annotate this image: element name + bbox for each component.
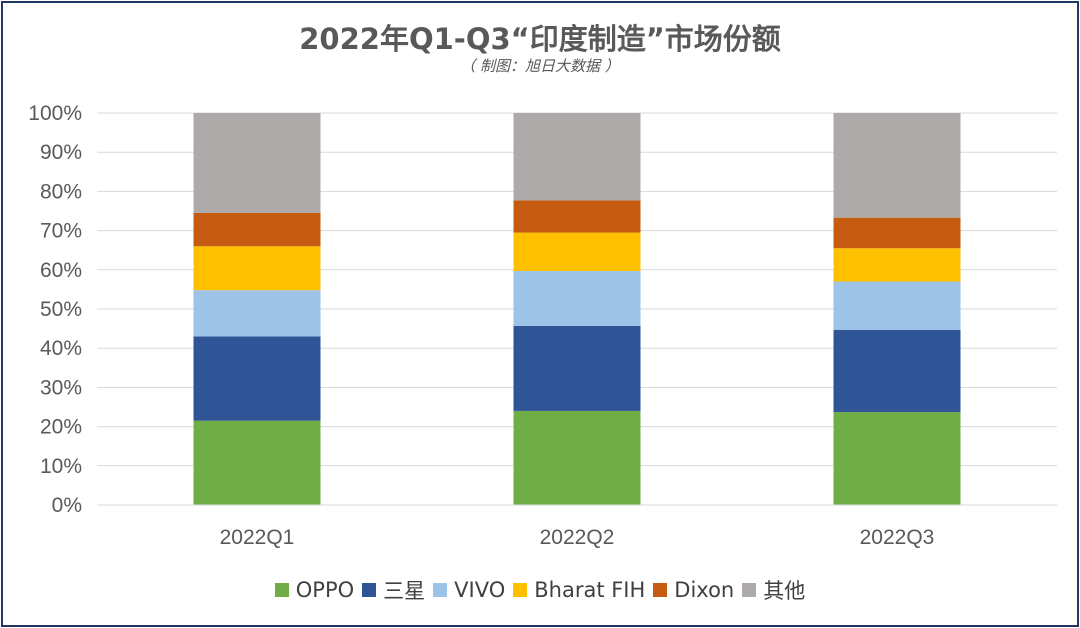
y-tick-label: 100% bbox=[28, 102, 82, 125]
bar-segment-2022Q3-5 bbox=[833, 113, 961, 218]
y-tick-label: 20% bbox=[40, 416, 82, 439]
chart-legend: OPPO 三星 VIVO Bharat FIH Dixon 其他 bbox=[0, 574, 1080, 606]
legend-swatch bbox=[362, 583, 377, 597]
bar-segment-2022Q2-1 bbox=[513, 325, 641, 411]
y-tick-label: 30% bbox=[40, 376, 82, 399]
legend-item: Dixon bbox=[653, 578, 734, 602]
y-tick-label: 90% bbox=[40, 141, 82, 164]
y-tick-label: 0% bbox=[52, 494, 82, 517]
bar-segment-2022Q1-3 bbox=[193, 246, 321, 291]
legend-item: 三星 bbox=[362, 575, 425, 605]
bar-segment-2022Q2-2 bbox=[513, 270, 641, 326]
legend-item: Bharat FIH bbox=[513, 578, 645, 602]
bar-segment-2022Q1-0 bbox=[193, 420, 321, 505]
legend-swatch bbox=[433, 583, 448, 597]
bar-segment-2022Q3-1 bbox=[833, 329, 961, 413]
bar-segment-2022Q2-5 bbox=[513, 113, 641, 201]
legend-label: OPPO bbox=[295, 578, 355, 602]
bar-segment-2022Q1-1 bbox=[193, 336, 321, 421]
legend-swatch bbox=[274, 583, 289, 597]
bar-segment-2022Q3-4 bbox=[833, 217, 961, 249]
legend-label: Bharat FIH bbox=[534, 578, 646, 602]
bar-segment-2022Q1-5 bbox=[193, 113, 321, 213]
y-tick-label: 40% bbox=[40, 337, 82, 360]
legend-swatch bbox=[653, 583, 668, 597]
legend-item: VIVO bbox=[433, 578, 505, 602]
bar-segment-2022Q2-3 bbox=[513, 232, 641, 271]
chart-title: 2022年Q1-Q3“印度制造”市场份额 bbox=[299, 22, 781, 56]
legend-label: 三星 bbox=[383, 579, 426, 603]
legend-label: 其他 bbox=[763, 579, 806, 603]
legend-swatch bbox=[513, 583, 528, 597]
bar-segment-2022Q1-2 bbox=[193, 290, 321, 337]
x-category-label: 2022Q3 bbox=[860, 526, 935, 549]
bar-segment-2022Q1-4 bbox=[193, 212, 321, 247]
legend-item: 其他 bbox=[742, 575, 805, 605]
y-tick-label: 10% bbox=[40, 455, 82, 478]
bar-segment-2022Q3-2 bbox=[833, 281, 961, 330]
chart-subtitle: （ 制图：旭日大数据 ） bbox=[460, 57, 620, 75]
bar-segment-2022Q2-4 bbox=[513, 200, 641, 233]
legend-swatch bbox=[742, 583, 757, 597]
bar-segment-2022Q2-0 bbox=[513, 410, 641, 505]
x-category-label: 2022Q1 bbox=[220, 526, 295, 549]
x-category-label: 2022Q2 bbox=[540, 526, 615, 549]
bar-segment-2022Q3-3 bbox=[833, 248, 961, 282]
legend-label: VIVO bbox=[454, 578, 506, 602]
bar-segment-2022Q3-0 bbox=[833, 412, 961, 505]
legend-item: OPPO bbox=[274, 578, 355, 602]
legend-label: Dixon bbox=[674, 578, 735, 602]
y-tick-label: 80% bbox=[40, 180, 82, 203]
y-tick-label: 70% bbox=[40, 220, 82, 243]
y-tick-label: 60% bbox=[40, 259, 82, 282]
y-tick-label: 50% bbox=[40, 298, 82, 321]
